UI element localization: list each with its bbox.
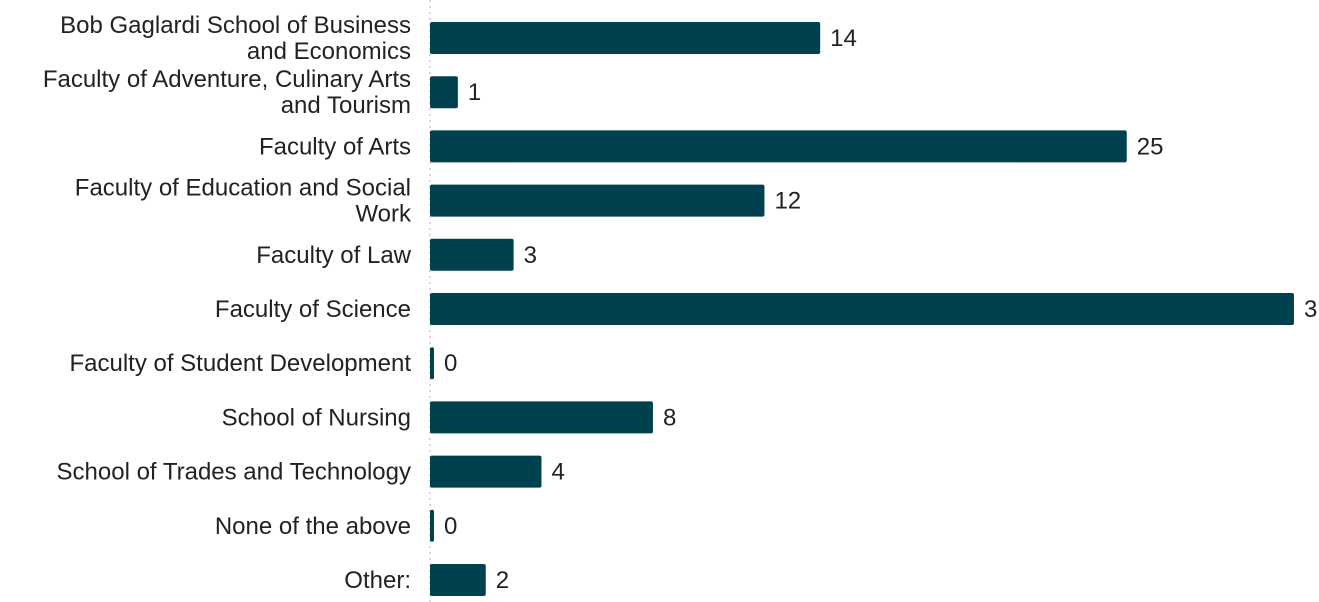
value-label: 12 bbox=[774, 188, 801, 215]
value-label: 31 bbox=[1304, 296, 1319, 323]
bar bbox=[430, 184, 765, 217]
bar bbox=[430, 22, 821, 54]
category-label: School of Nursing bbox=[222, 404, 411, 431]
category-label: School of Trades and Technology bbox=[57, 459, 411, 486]
category-label: Faculty of Student Development bbox=[69, 350, 411, 377]
value-label: 1 bbox=[468, 79, 481, 106]
value-label: 14 bbox=[830, 25, 857, 52]
bar bbox=[430, 76, 458, 109]
category-label: Faculty of Education and Social Work bbox=[75, 175, 412, 228]
bar bbox=[430, 509, 434, 542]
category-label: Bob Gaglardi School of Business and Econo… bbox=[60, 12, 411, 65]
bar bbox=[430, 293, 1294, 325]
bar bbox=[430, 564, 486, 596]
bar bbox=[430, 347, 434, 380]
category-label: Faculty of Arts bbox=[259, 133, 411, 160]
category-label: Faculty of Science bbox=[215, 296, 411, 323]
bar bbox=[430, 455, 542, 488]
bar bbox=[430, 238, 514, 271]
category-label: Faculty of Law bbox=[256, 242, 411, 269]
value-label: 8 bbox=[663, 404, 676, 431]
category-labels: Bob Gaglardi School of Business and Econo… bbox=[43, 12, 412, 594]
value-label: 2 bbox=[496, 567, 509, 594]
value-label: 25 bbox=[1137, 133, 1164, 160]
category-label: None of the above bbox=[215, 513, 411, 540]
bars bbox=[430, 22, 1294, 596]
value-label: 4 bbox=[551, 459, 564, 486]
value-label: 0 bbox=[444, 350, 457, 377]
value-label: 0 bbox=[444, 513, 457, 540]
category-label: Other: bbox=[344, 567, 411, 594]
value-labels: 14 1 25 12 3 31 0 8 4 0 2 bbox=[444, 25, 1319, 594]
category-label: Faculty of Adventure, Culinary Arts and T… bbox=[43, 66, 411, 119]
value-label: 3 bbox=[524, 242, 537, 269]
bar bbox=[430, 401, 653, 434]
bar bbox=[430, 130, 1127, 163]
